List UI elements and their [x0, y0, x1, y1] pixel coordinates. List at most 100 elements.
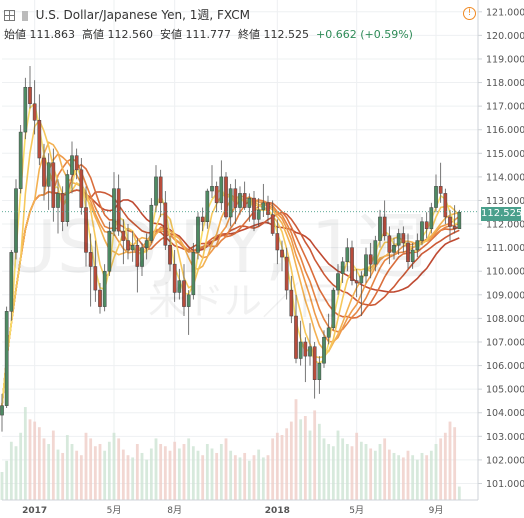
low-label: 安値: [160, 28, 182, 41]
candle-body: [452, 226, 457, 230]
candle-body: [359, 275, 364, 284]
volume-bar: [294, 399, 298, 500]
candle-body: [182, 280, 186, 307]
volume-bar: [89, 438, 93, 500]
volume-bar: [149, 448, 153, 500]
candle-body: [331, 289, 336, 329]
candle-body: [9, 252, 14, 312]
candle-body: [18, 131, 23, 189]
candle-body: [294, 315, 298, 359]
volume-bar: [275, 432, 279, 500]
alert-icon[interactable]: !: [463, 7, 476, 20]
volume-bar: [37, 427, 41, 500]
low-value: 111.777: [185, 28, 232, 41]
candle-body: [168, 245, 172, 265]
volume-bar: [373, 450, 377, 500]
candle-body: [116, 188, 121, 232]
volume-bar: [224, 438, 228, 500]
y-tick-label: 114.000: [486, 172, 524, 183]
chart-header: U.S. Dollar/Japanese Yen, 1週, FXCM: [4, 6, 250, 23]
volume-bar: [219, 444, 223, 500]
y-tick-label: 107.000: [486, 337, 524, 348]
volume-bar: [163, 446, 167, 500]
volume-bar: [457, 486, 461, 500]
candle-body: [256, 209, 261, 220]
volume-bar: [257, 449, 261, 500]
volume-bar: [243, 452, 247, 500]
volume-bar: [14, 446, 18, 500]
y-tick-label: 121.000: [486, 7, 524, 18]
candle-body: [135, 245, 140, 267]
volume-bar: [378, 444, 382, 500]
volume-bar: [56, 449, 60, 500]
candle-body: [200, 216, 205, 222]
volume-bar: [229, 450, 233, 500]
volume-bar: [93, 446, 97, 500]
volume-bar: [425, 455, 429, 500]
y-tick-label: 110.000: [486, 267, 524, 278]
candle-body: [56, 193, 60, 208]
volume-bar: [233, 455, 237, 500]
expand-icon[interactable]: [4, 10, 15, 21]
volume-bar: [420, 452, 424, 500]
candle-body: [238, 193, 242, 208]
candle-body: [23, 87, 28, 133]
x-tick-label: 2018: [265, 506, 290, 516]
volume-bar: [322, 438, 326, 500]
logo-icon: [21, 10, 28, 21]
x-tick-label: 5月: [107, 505, 122, 516]
candle-body: [438, 186, 443, 194]
candle-body: [126, 240, 130, 251]
volume-bar: [401, 457, 405, 500]
candle-body: [368, 254, 373, 265]
candle-body: [434, 186, 438, 208]
open-label: 始値: [4, 28, 26, 41]
y-tick-label: 101.000: [486, 479, 524, 490]
y-tick-label: 118.000: [486, 78, 524, 89]
candle-body: [130, 245, 135, 251]
volume-bar: [23, 407, 27, 500]
volume-bar: [201, 455, 205, 500]
candle-body: [415, 240, 420, 251]
volume-bar: [271, 438, 275, 500]
y-tick-label: 113.000: [486, 196, 524, 207]
y-tick-label: 119.000: [486, 54, 524, 65]
candle-body: [345, 247, 350, 263]
volume-bar: [406, 450, 410, 500]
high-label: 高値: [82, 28, 104, 41]
volume-bar: [364, 444, 368, 500]
candle-body: [354, 280, 359, 284]
x-tick-label: 5月: [349, 505, 364, 516]
candle-body: [88, 252, 93, 267]
volume-bar: [191, 446, 195, 500]
volume-bar: [154, 438, 158, 500]
y-tick-label: 109.000: [486, 290, 524, 301]
volume-bar: [289, 421, 293, 500]
volume-bar: [434, 444, 438, 500]
candle-body: [448, 216, 452, 227]
candle-body: [102, 270, 107, 307]
volume-bar: [280, 435, 284, 500]
volume-bar: [168, 450, 172, 500]
candle-body: [424, 221, 429, 230]
candle-body: [284, 256, 289, 291]
candle-body: [396, 233, 401, 246]
volume-bar: [9, 441, 13, 500]
candle-body: [93, 266, 98, 291]
candle-body: [429, 207, 434, 230]
volume-bar: [215, 452, 219, 500]
candle-body: [0, 405, 4, 416]
candle-body: [289, 289, 294, 317]
volume-bar: [33, 421, 37, 500]
volume-bar: [308, 430, 312, 500]
volume-bar: [107, 441, 111, 500]
volume-bar: [51, 430, 55, 500]
candle-body: [51, 162, 56, 208]
volume-bar: [145, 459, 149, 500]
volume-bar: [19, 432, 23, 500]
volume-bar: [159, 444, 163, 500]
candle-body: [65, 174, 70, 222]
volume-bar: [75, 450, 79, 500]
candle-body: [79, 169, 84, 208]
